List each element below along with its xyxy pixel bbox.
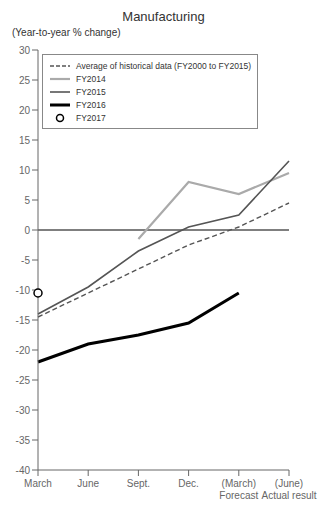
- svg-text:20: 20: [19, 105, 31, 116]
- html-text:FY2016: FY2016: [76, 99, 106, 110]
- html-text:(Year-to-year % change): (Year-to-year % change): [12, 27, 121, 38]
- svg-text:-40: -40: [16, 465, 31, 476]
- svg-text:(March)Forecast: (March)Forecast: [219, 478, 258, 501]
- svg-text:30: 30: [19, 45, 31, 56]
- svg-text:0: 0: [24, 225, 30, 236]
- svg-text:-20: -20: [16, 345, 31, 356]
- svg-text:-15: -15: [16, 315, 31, 326]
- html-text:FY2017: FY2017: [76, 112, 106, 123]
- svg-text:-25: -25: [16, 375, 31, 386]
- svg-text:5: 5: [24, 195, 30, 206]
- html-text:Average of historical data (FY: Average of historical data (FY2000 to FY…: [76, 60, 252, 71]
- svg-text:25: 25: [19, 75, 31, 86]
- svg-text:Dec.: Dec.: [178, 478, 199, 489]
- html-text:FY2015: FY2015: [76, 86, 106, 97]
- html-text:FY2014: FY2014: [76, 73, 106, 84]
- svg-text:-10: -10: [16, 285, 31, 296]
- html-text:Manufacturing: Manufacturing: [122, 9, 205, 24]
- svg-text:10: 10: [19, 165, 31, 176]
- svg-text:March: March: [24, 478, 52, 489]
- svg-text:June: June: [77, 478, 99, 489]
- svg-text:15: 15: [19, 135, 31, 146]
- svg-text:-35: -35: [16, 435, 31, 446]
- svg-text:Sept.: Sept.: [127, 478, 150, 489]
- svg-text:-5: -5: [21, 255, 30, 266]
- svg-text:(June)Actual result: (June)Actual result: [261, 478, 316, 501]
- svg-text:-30: -30: [16, 405, 31, 416]
